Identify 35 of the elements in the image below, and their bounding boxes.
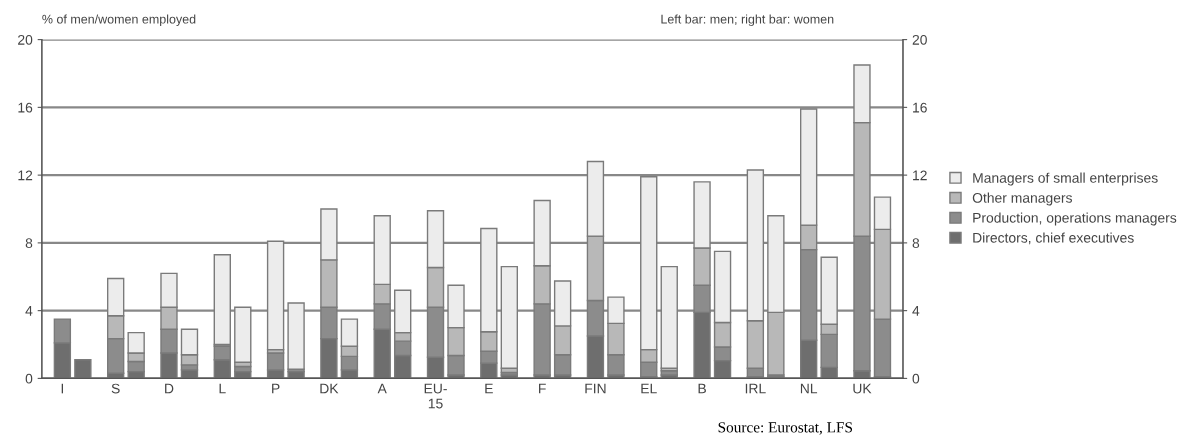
source-note: Source: Eurostat, LFS bbox=[718, 422, 853, 435]
legend-label: Other managers bbox=[972, 192, 1072, 206]
y-tick-label: 16 bbox=[18, 102, 33, 113]
y-tick-label: 4 bbox=[25, 306, 33, 316]
y-tick-label: 8 bbox=[25, 238, 33, 249]
x-tick-label: EU- 15 bbox=[424, 383, 447, 409]
x-tick-label: E bbox=[485, 383, 493, 394]
x-tick-label: UK bbox=[853, 383, 872, 394]
y2-tick-label: 16 bbox=[913, 102, 927, 113]
y-axis-title: % of men/women employed bbox=[42, 14, 196, 27]
y2-tick-label: 4 bbox=[912, 306, 920, 316]
x-tick-label: FIN bbox=[585, 383, 606, 394]
x-tick-label: F bbox=[539, 383, 546, 394]
x-tick-label: A bbox=[377, 383, 387, 394]
x-tick-label: B bbox=[698, 383, 706, 394]
y2-tick-label: 20 bbox=[912, 34, 927, 45]
x-tick-label: I bbox=[61, 383, 64, 394]
x-tick-label: EL bbox=[641, 383, 657, 394]
y-tick-label: 12 bbox=[18, 170, 33, 181]
x-tick-label: DK bbox=[320, 383, 339, 394]
x-tick-label: P bbox=[272, 383, 280, 394]
legend-label: Managers of small enterprises bbox=[973, 172, 1158, 186]
y2-tick-label: 8 bbox=[912, 238, 920, 249]
legend-label: Production, operations managers bbox=[973, 212, 1177, 226]
text: Left bar: men; right bar: women bbox=[661, 14, 834, 27]
y-tick-label: 0 bbox=[25, 373, 33, 384]
x-tick-label: S bbox=[111, 383, 120, 394]
x-tick-label: NL bbox=[800, 383, 818, 394]
legend-label: Directors, chief executives bbox=[973, 232, 1134, 245]
y2-tick-label: 0 bbox=[912, 373, 920, 384]
x-tick-label: IRL bbox=[745, 383, 766, 394]
x-tick-label: D bbox=[165, 383, 174, 394]
x-tick-label: L bbox=[219, 383, 226, 394]
y-tick-label: 20 bbox=[18, 34, 33, 45]
y2-tick-label: 12 bbox=[913, 170, 927, 181]
